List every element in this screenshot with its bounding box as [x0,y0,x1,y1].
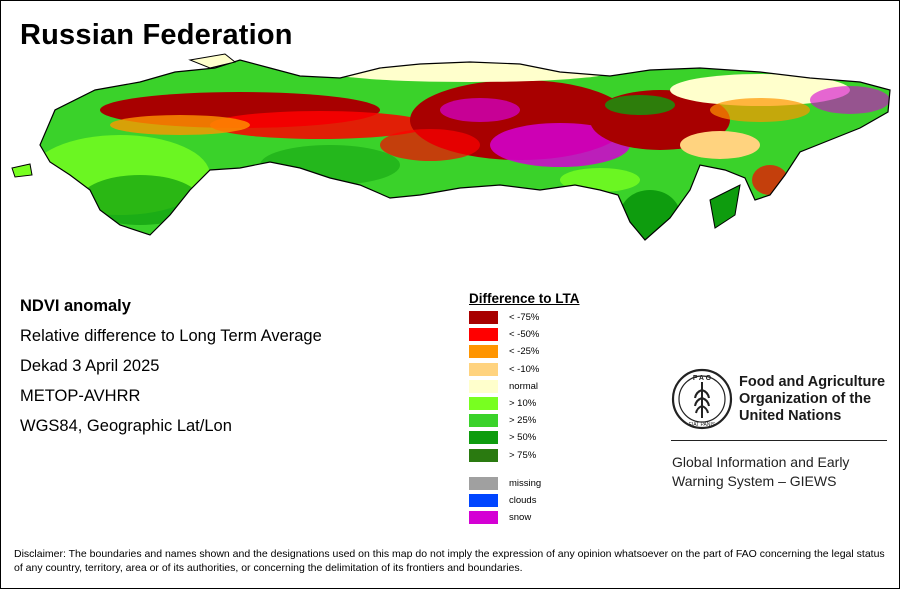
legend-swatch [469,414,498,428]
legend-item: < -10% [469,362,580,380]
legend-item: > 50% [469,431,580,448]
projection-label: WGS84, Geographic Lat/Lon [20,417,232,435]
legend-swatch [469,379,498,393]
land-mass [40,60,890,240]
legend-swatch [469,345,498,359]
period-label: Dekad 3 April 2025 [20,357,160,375]
disclaimer: Disclaimer: The boundaries and names sho… [14,548,885,574]
novaya-zemlya-island [188,53,237,69]
legend-item: < -75% [469,311,580,328]
legend-swatch [469,328,498,342]
legend-item: < -25% [469,345,580,362]
product-description: Relative difference to Long Term Average [20,327,322,345]
organization-name: Food and Agriculture Organization of the… [739,374,886,424]
legend-label: clouds [509,494,537,506]
map-info-panel: NDVI anomaly Relative difference to Long… [20,296,322,446]
legend-item: < -50% [469,328,580,345]
legend-swatch [469,448,498,462]
legend-item: > 75% [469,448,580,466]
legend-label: < -50% [509,329,540,341]
kaliningrad-exclave [11,163,33,178]
giews-label: Global Information and Early Warning Sys… [672,454,850,489]
map-title: Russian Federation [20,19,293,51]
legend-other-classes: missing clouds snow [469,476,580,529]
legend-label: < -25% [509,346,540,358]
legend-item: snow [469,511,580,528]
legend-label: normal [509,380,539,392]
legend-title: Difference to LTA [469,291,580,306]
legend-item: > 10% [469,396,580,414]
legend-item: normal [469,379,580,397]
ndvi-anomaly-map [11,53,891,241]
legend-item: missing [469,476,580,494]
svg-text:F A O: F A O [693,375,712,382]
fao-logo: F A O FIAT PANIS [671,368,733,430]
legend-label: snow [509,512,532,524]
legend-swatch [469,311,498,324]
legend-swatch [469,396,498,410]
sakhalin-island [709,184,741,229]
legend-item: clouds [469,493,580,511]
product-name: NDVI anomaly [20,297,131,315]
legend-swatch [469,431,498,445]
legend-label: < -10% [509,363,540,375]
legend-label: > 50% [509,432,537,444]
legend-swatch [469,511,498,525]
legend-label: > 25% [509,415,537,427]
divider [671,440,887,441]
legend-label: > 10% [509,397,537,409]
sensor-label: METOP-AVHRR [20,387,141,405]
legend-label: missing [509,477,542,489]
legend-label: > 75% [509,449,537,461]
legend-swatch [469,493,498,507]
svg-text:FIAT PANIS: FIAT PANIS [689,422,716,428]
map-legend: Difference to LTA < -75% < -50% < -25% < -1… [469,291,580,528]
legend-swatch [469,476,498,490]
legend-label: < -75% [509,312,540,323]
legend-item: > 25% [469,414,580,431]
legend-swatch [469,362,498,376]
legend-classes: < -75% < -50% < -25% < -10% normal > 10% > 25%… [469,311,580,466]
